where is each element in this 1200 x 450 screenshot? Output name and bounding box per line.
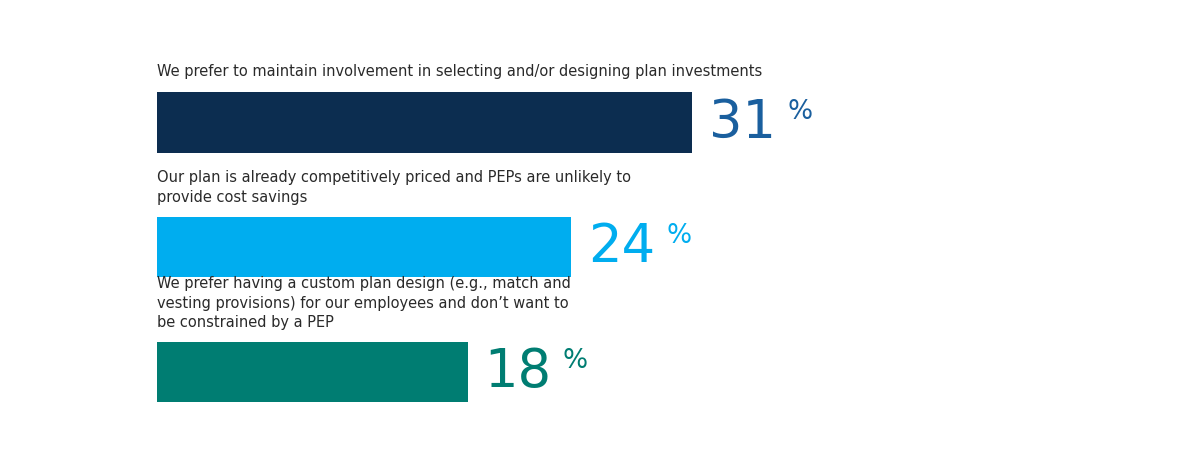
Bar: [157, 342, 468, 402]
Text: %: %: [666, 223, 691, 249]
Bar: [157, 217, 571, 278]
Text: 24: 24: [588, 221, 655, 273]
Text: 31: 31: [709, 96, 776, 148]
Text: We prefer having a custom plan design (e.g., match and
vesting provisions) for o: We prefer having a custom plan design (e…: [157, 276, 571, 330]
Text: We prefer to maintain involvement in selecting and/or designing plan investments: We prefer to maintain involvement in sel…: [157, 64, 763, 79]
Text: Our plan is already competitively priced and PEPs are unlikely to
provide cost s: Our plan is already competitively priced…: [157, 170, 631, 205]
Text: 18: 18: [485, 346, 552, 398]
Bar: [157, 92, 692, 153]
Text: %: %: [563, 348, 588, 374]
Text: %: %: [787, 99, 812, 125]
